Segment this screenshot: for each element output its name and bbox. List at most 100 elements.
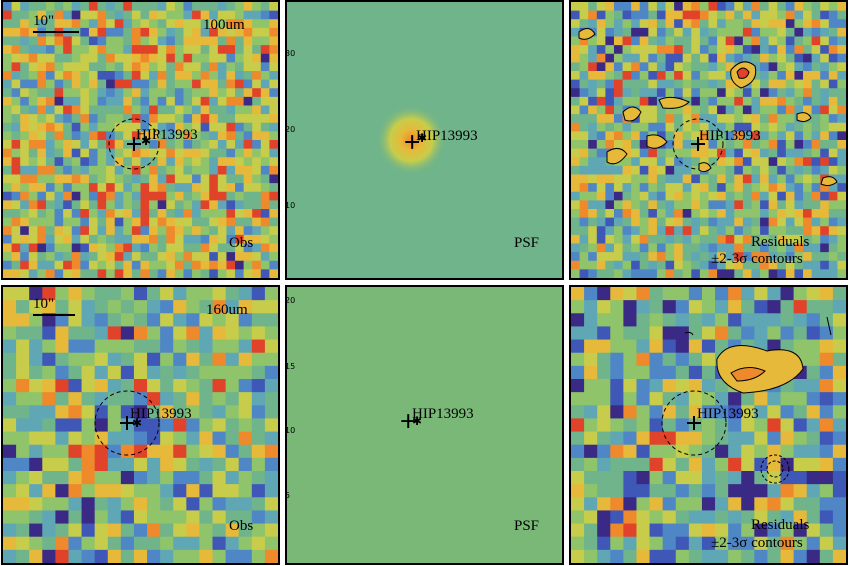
map-pixel: [3, 217, 13, 227]
map-pixel: [88, 62, 99, 72]
map-pixel: [610, 339, 624, 354]
map-pixel: [55, 536, 70, 551]
map-pixel: [571, 549, 585, 563]
map-pixel: [699, 183, 710, 193]
map-pixel: [837, 53, 846, 63]
map-pixel: [793, 536, 808, 551]
map-pixel: [252, 114, 262, 124]
map-pixel: [174, 191, 185, 201]
map-pixel: [252, 183, 262, 193]
map-pixel: [708, 19, 718, 29]
map-pixel: [728, 497, 742, 512]
map-pixel: [785, 10, 796, 20]
map-pixel: [674, 252, 684, 262]
map-pixel: [649, 523, 664, 538]
map-pixel: [741, 523, 755, 538]
map-pixel: [140, 19, 150, 29]
map-pixel: [588, 96, 598, 107]
map-pixel: [728, 287, 742, 301]
map-pixel: [837, 131, 846, 141]
map-pixel: [803, 88, 813, 98]
map-pixel: [107, 287, 122, 301]
map-pixel: [828, 114, 838, 124]
map-pixel: [225, 431, 240, 446]
map-pixel: [212, 352, 227, 367]
map-pixel: [734, 269, 744, 278]
map-pixel: [584, 444, 598, 459]
map-pixel: [648, 71, 658, 81]
map-pixel: [639, 19, 649, 29]
map-pixel: [131, 260, 142, 270]
map-pixel: [819, 484, 834, 498]
map-pixel: [243, 105, 253, 115]
map-pixel: [717, 226, 727, 236]
map-pixel: [675, 405, 690, 420]
map-pixel: [596, 27, 606, 38]
map-pixel: [81, 484, 96, 498]
map-pixel: [107, 365, 122, 380]
map-pixel: [80, 243, 90, 253]
map-pixel: [28, 79, 38, 89]
map-pixel: [269, 96, 278, 107]
map-pixel: [45, 140, 56, 150]
map-pixel: [579, 19, 589, 29]
map-pixel: [80, 105, 90, 115]
map-pixel: [699, 269, 710, 278]
map-pixel: [588, 260, 598, 270]
map-pixel: [243, 114, 253, 124]
map-pixel: [675, 510, 690, 525]
map-pixel: [717, 165, 727, 176]
map-pixel: [751, 209, 761, 219]
map-pixel: [691, 105, 701, 115]
map-pixel: [701, 287, 716, 301]
map-pixel: [88, 122, 99, 132]
map-pixel: [209, 105, 219, 115]
map-pixel: [734, 96, 744, 107]
map-pixel: [68, 444, 83, 459]
star-label: HIP13993: [697, 406, 759, 422]
map-pixel: [42, 300, 56, 314]
map-pixel: [252, 79, 262, 89]
map-pixel: [217, 269, 228, 278]
map-pixel: [751, 62, 761, 72]
map-pixel: [751, 131, 761, 141]
map-pixel: [751, 105, 761, 115]
map-pixel: [715, 549, 729, 563]
map-pixel: [54, 71, 64, 81]
map-pixel: [717, 269, 727, 278]
map-pixel: [71, 165, 81, 176]
map-pixel: [717, 2, 727, 12]
map-pixel: [811, 157, 821, 167]
map-pixel: [149, 79, 159, 89]
map-pixel: [725, 53, 735, 63]
map-pixel: [199, 536, 214, 551]
map-pixel: [174, 183, 185, 193]
map-pixel: [235, 260, 245, 270]
map-pixel: [636, 471, 651, 485]
map-pixel: [16, 510, 30, 525]
map-pixel: [54, 10, 64, 20]
map-pixel: [68, 497, 83, 512]
map-pixel: [71, 131, 81, 141]
map-pixel: [235, 209, 245, 219]
map-pixel: [631, 2, 641, 12]
map-pixel: [199, 418, 214, 433]
map-pixel: [123, 200, 133, 210]
map-pixel: [734, 53, 744, 63]
map-pixel: [226, 88, 236, 98]
map-pixel: [29, 536, 43, 551]
map-pixel: [3, 19, 13, 29]
map-pixel: [665, 53, 675, 63]
map-pixel: [20, 209, 30, 219]
map-pixel: [701, 510, 716, 525]
map-pixel: [11, 226, 21, 236]
map-pixel: [623, 444, 638, 459]
map-pixel: [264, 497, 278, 512]
map-pixel: [725, 114, 735, 124]
map-pixel: [794, 122, 804, 132]
map-pixel: [803, 62, 813, 72]
map-pixel: [149, 200, 159, 210]
map-pixel: [832, 300, 846, 314]
map-pixel: [665, 19, 675, 29]
map-pixel: [123, 10, 133, 20]
